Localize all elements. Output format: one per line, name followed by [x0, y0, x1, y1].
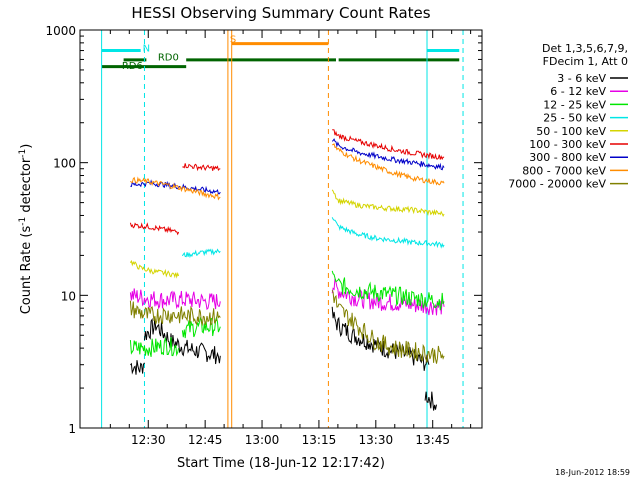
legend-entry-label: 800 - 7000 keV: [522, 164, 606, 177]
legend-header-line-1: Det 1,3,5,6,7,9,: [542, 42, 628, 55]
legend: Det 1,3,5,6,7,9, FDecim 1, Att 0 3 - 6 k…: [508, 42, 628, 191]
legend-entry-label: 300 - 800 keV: [529, 151, 606, 164]
series-layer: [129, 129, 445, 411]
y-tick-label: 1: [68, 422, 76, 436]
x-axis-label: Start Time (18-Jun-12 12:17:42): [177, 456, 385, 471]
series-line: [144, 317, 221, 365]
legend-entry-label: 7000 - 20000 keV: [508, 178, 606, 191]
ticks-layer: 12:30 12:45 13:00 13:15 13:30 13:45 1 10 100 1000: [45, 24, 482, 447]
y-label-sup1: -1: [18, 217, 28, 226]
series-line: [331, 138, 445, 171]
series-line: [331, 270, 445, 311]
legend-entry-label: 25 - 50 keV: [543, 112, 606, 125]
series-line: [181, 248, 221, 259]
x-tick-label: 13:00: [245, 433, 280, 447]
series-line: [331, 189, 445, 218]
y-label-end: ): [19, 144, 34, 149]
series-line: [129, 259, 180, 279]
series-line: [129, 336, 180, 358]
series-line: [331, 143, 445, 186]
y-label-main: Count Rate (s: [19, 226, 34, 315]
series-line: [331, 306, 430, 371]
y-tick-label: 10: [61, 289, 76, 303]
annotation-label: RD0: [158, 52, 179, 63]
x-tick-label: 12:30: [131, 433, 166, 447]
annotation-label: RD6: [122, 61, 143, 72]
series-line: [130, 179, 221, 195]
legend-header-line-2: FDecim 1, Att 0: [543, 55, 628, 68]
x-tick-label: 13:15: [302, 433, 337, 447]
y-tick-label: 1000: [45, 24, 76, 38]
legend-entry-label: 12 - 25 keV: [543, 98, 606, 111]
x-tick-label: 12:45: [188, 433, 223, 447]
annotation-label: S: [230, 35, 236, 46]
series-line: [331, 289, 445, 364]
legend-entry-label: 6 - 12 keV: [550, 85, 606, 98]
series-line: [129, 288, 221, 311]
chart-title: HESSI Observing Summary Count Rates: [131, 4, 430, 22]
footer-timestamp: 18-Jun-2012 18:59: [555, 468, 630, 477]
y-tick-label: 100: [53, 157, 76, 171]
x-tick-label: 13:30: [359, 433, 394, 447]
series-line: [129, 222, 180, 236]
series-line: [332, 129, 445, 161]
y-axis-label: Count Rate (s-1 detector-1): [18, 144, 34, 315]
annotation-bars-layer: [101, 42, 460, 69]
y-label-mid: detector: [19, 157, 34, 217]
vertical-markers-layer: [101, 30, 464, 428]
legend-entry-label: 100 - 300 keV: [529, 138, 606, 151]
y-label-sup2: -1: [18, 149, 28, 158]
legend-entry-label: 50 - 100 keV: [536, 125, 606, 138]
series-line: [331, 217, 445, 249]
annotation-labels-layer: N S RD0 RD6: [122, 35, 236, 72]
annotation-label: N: [143, 44, 150, 55]
series-line: [129, 300, 221, 327]
series-line: [424, 391, 437, 411]
series-line: [130, 176, 221, 201]
x-tick-label: 13:45: [415, 433, 450, 447]
series-line: [182, 163, 221, 172]
legend-entry-label: 3 - 6 keV: [557, 72, 606, 85]
series-line: [130, 360, 145, 375]
